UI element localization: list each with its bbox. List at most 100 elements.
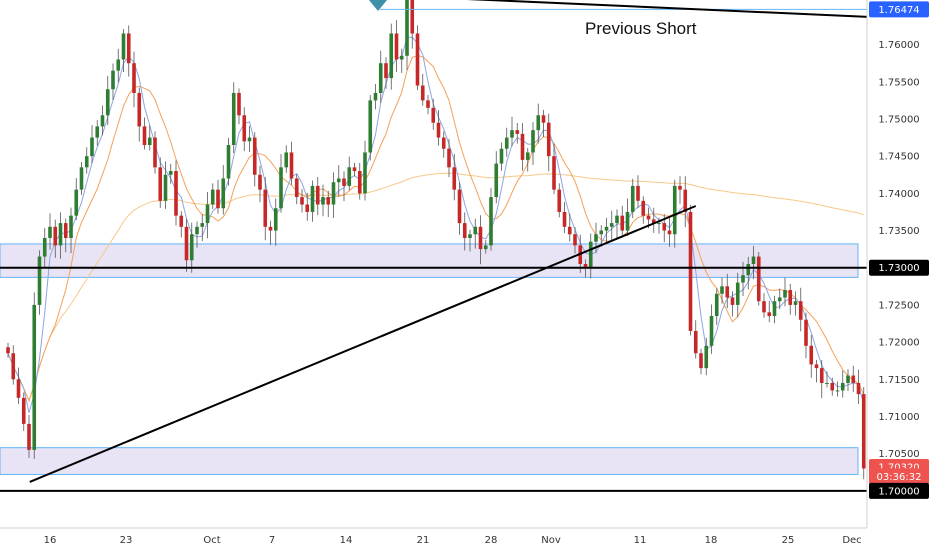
- candle-body: [604, 226, 609, 231]
- candle-body: [210, 189, 215, 205]
- candle-body: [153, 137, 157, 168]
- candle-body: [683, 189, 688, 212]
- candle: [541, 109, 546, 137]
- candle: [452, 153, 457, 201]
- x-tick-label: Nov: [541, 535, 561, 546]
- candle-body: [609, 223, 614, 227]
- candle-body: [714, 293, 719, 317]
- candle-body: [74, 189, 79, 216]
- candle: [410, 0, 415, 49]
- candle-body: [252, 137, 257, 175]
- candle: [767, 300, 772, 323]
- candle-body: [305, 204, 310, 212]
- candle: [147, 125, 152, 151]
- candle: [384, 56, 388, 89]
- candle-body: [405, 0, 409, 56]
- candle-body: [557, 189, 562, 212]
- x-tick-label: 16: [44, 535, 57, 546]
- candle-body: [168, 171, 173, 175]
- candle: [714, 288, 719, 325]
- candle-body: [226, 145, 231, 179]
- candle-body: [504, 137, 509, 149]
- candle: [641, 196, 646, 224]
- candle: [531, 122, 535, 165]
- candle: [84, 147, 89, 174]
- candle-body: [699, 353, 703, 369]
- candle-body: [447, 148, 451, 168]
- price-tag-box: [869, 468, 929, 485]
- price-tag-text: 03:36:32: [877, 472, 922, 483]
- candle-body: [111, 70, 115, 90]
- candle-body: [105, 89, 110, 116]
- candle-body: [436, 122, 441, 138]
- candle-body: [147, 137, 152, 146]
- candle: [730, 291, 735, 317]
- candle: [27, 414, 31, 458]
- candle: [557, 183, 562, 218]
- candle-body: [767, 312, 772, 317]
- candle: [431, 98, 436, 130]
- candle: [37, 250, 42, 315]
- candle-body: [69, 215, 73, 238]
- candle: [762, 293, 766, 318]
- candle: [231, 82, 236, 154]
- candle-body: [32, 304, 37, 450]
- candle: [11, 345, 16, 385]
- candle-body: [231, 92, 236, 146]
- candle-body: [536, 115, 541, 131]
- candle-body: [588, 241, 593, 268]
- candle: [69, 207, 73, 254]
- price-tag-box: [869, 259, 929, 276]
- candle: [667, 218, 672, 247]
- price-tag-text: 1.73000: [878, 263, 919, 274]
- candle-body: [273, 208, 278, 231]
- candle: [273, 198, 278, 246]
- y-tick-label: 1.74000: [878, 189, 919, 200]
- candle: [21, 392, 26, 432]
- candle-body: [751, 256, 756, 264]
- candle: [153, 131, 157, 174]
- trendline-0: [29, 205, 697, 483]
- candle: [604, 217, 609, 244]
- candle: [53, 219, 58, 258]
- candle-body: [667, 230, 672, 235]
- candle-body: [725, 286, 730, 298]
- price-tag-text: 1.70000: [878, 486, 919, 497]
- x-tick-label: 23: [120, 535, 133, 546]
- candle-body: [48, 226, 52, 238]
- candle-body: [704, 345, 709, 369]
- candle-body: [195, 226, 199, 235]
- candle: [168, 163, 173, 184]
- candle: [126, 25, 131, 77]
- candle-body: [42, 237, 47, 257]
- candle-body: [662, 223, 667, 231]
- candle-body: [310, 185, 315, 212]
- candle-body: [237, 92, 241, 116]
- candle: [378, 50, 383, 103]
- candle: [252, 132, 257, 187]
- x-tick-label: Oct: [203, 535, 220, 546]
- candle: [567, 213, 572, 242]
- candle: [620, 205, 625, 235]
- candle: [515, 123, 520, 144]
- candle-body: [368, 100, 373, 153]
- candle: [163, 161, 168, 209]
- candle: [436, 110, 441, 146]
- y-tick-label: 1.76000: [878, 40, 919, 51]
- ma-fast-line: [7, 36, 865, 413]
- candle: [630, 178, 635, 219]
- candle: [483, 240, 488, 254]
- candle: [389, 23, 394, 90]
- candle-body: [100, 115, 105, 127]
- candle: [315, 176, 320, 216]
- candle-body: [641, 200, 646, 216]
- candle-body: [384, 63, 388, 79]
- time-axis[interactable]: [0, 528, 867, 550]
- candle-body: [762, 301, 766, 313]
- candle-body: [620, 215, 625, 231]
- candle: [851, 365, 856, 392]
- candle-body: [242, 115, 247, 142]
- candle: [100, 105, 105, 136]
